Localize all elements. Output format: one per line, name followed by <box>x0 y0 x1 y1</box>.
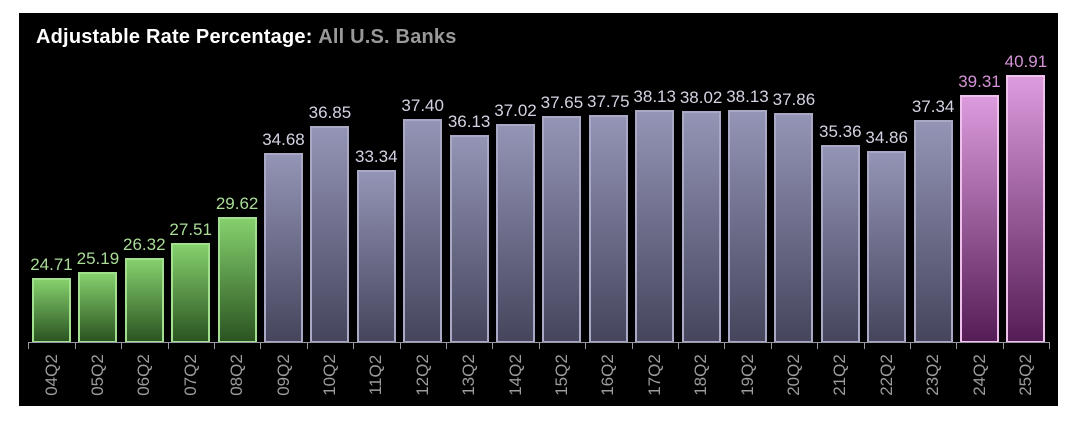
x-axis-label: 15Q2 <box>551 354 571 396</box>
x-axis-label: 25Q2 <box>1015 354 1035 396</box>
bar-value-label: 38.02 <box>679 88 723 107</box>
bar-value-label: 37.75 <box>587 92 630 111</box>
bar-18Q2 <box>681 111 721 342</box>
bar-value-label: 36.85 <box>308 103 352 122</box>
bar-05Q2 <box>78 272 118 342</box>
x-axis-label: 10Q2 <box>319 354 339 396</box>
chart-title: Adjustable Rate Percentage: All U.S. Bank… <box>36 26 457 49</box>
x-axis-label: 19Q2 <box>737 354 757 396</box>
bar-07Q2 <box>171 243 211 342</box>
bar-11Q2 <box>356 170 396 342</box>
bar-value-label: 37.65 <box>540 93 584 112</box>
x-axis-tick <box>909 343 911 349</box>
x-axis-tick <box>353 343 355 349</box>
bar-value-label: 40.91 <box>1004 52 1048 71</box>
bar-value-label: 35.36 <box>819 122 862 141</box>
bar-value-label: 26.32 <box>123 235 166 254</box>
x-axis-tick <box>167 343 169 349</box>
x-axis-label: 12Q2 <box>412 354 432 396</box>
x-axis-label: 18Q2 <box>691 354 711 396</box>
bar-value-label: 36.13 <box>447 112 491 131</box>
x-axis-label: 23Q2 <box>923 354 943 396</box>
x-axis-tick <box>956 343 958 349</box>
x-axis-tick <box>1049 343 1051 349</box>
bar-value-label: 37.86 <box>772 90 816 109</box>
bar-25Q2 <box>1006 75 1046 342</box>
bar-value-label: 37.40 <box>401 96 444 115</box>
chart-title-main: Adjustable Rate Percentage: <box>36 26 313 48</box>
x-axis-label: 16Q2 <box>598 354 618 396</box>
x-axis-label: 08Q2 <box>227 354 247 396</box>
chart-panel: Adjustable Rate Percentage: All U.S. Bank… <box>19 13 1058 406</box>
bar-20Q2 <box>774 113 814 342</box>
x-axis-tick <box>260 343 262 349</box>
x-axis-label: 05Q2 <box>87 354 107 396</box>
x-axis-label: 22Q2 <box>876 354 896 396</box>
bar-16Q2 <box>588 115 628 342</box>
x-axis-tick <box>538 343 540 349</box>
x-axis-tick <box>121 343 123 349</box>
bar-value-label: 29.62 <box>215 194 259 213</box>
bar-15Q2 <box>542 116 582 342</box>
x-axis-tick <box>213 343 215 349</box>
chart-title-subtitle: All U.S. Banks <box>318 26 457 48</box>
bar-12Q2 <box>403 119 443 342</box>
x-axis-tick <box>306 343 308 349</box>
bar-value-label: 33.34 <box>355 147 398 166</box>
x-axis-tick <box>677 343 679 349</box>
bar-value-label: 34.68 <box>262 130 305 149</box>
bar-24Q2 <box>960 95 999 342</box>
bar-06Q2 <box>124 258 164 342</box>
x-axis-label: 07Q2 <box>180 354 200 396</box>
x-axis-label: 06Q2 <box>134 354 154 396</box>
bar-value-label: 37.34 <box>911 97 955 116</box>
bar-value-label: 38.13 <box>726 87 769 106</box>
bar-14Q2 <box>496 124 535 342</box>
bar-plot: 04Q2 05Q2 06Q2 07Q2 08Q2 09Q2 10Q2 11Q2 12Q2 13Q2… <box>19 13 1058 406</box>
x-axis-label: 24Q2 <box>969 354 989 396</box>
x-axis-tick <box>74 343 76 349</box>
x-axis-label: 04Q2 <box>41 354 61 396</box>
x-axis-tick <box>817 343 819 349</box>
x-axis-tick <box>399 343 401 349</box>
bar-17Q2 <box>635 110 675 342</box>
bar-value-label: 38.13 <box>633 87 676 106</box>
x-axis-label: 09Q2 <box>273 354 293 396</box>
x-axis-label: 14Q2 <box>505 354 525 396</box>
bar-value-label: 39.31 <box>958 72 1001 91</box>
x-axis-tick <box>631 343 633 349</box>
x-axis-tick <box>492 343 494 349</box>
bar-22Q2 <box>867 151 907 342</box>
bar-value-label: 27.51 <box>169 220 212 239</box>
x-axis-label: 17Q2 <box>644 354 664 396</box>
x-axis-label: 21Q2 <box>830 354 850 396</box>
bar-04Q2 <box>32 278 71 342</box>
x-axis-label: 11Q2 <box>366 354 386 396</box>
bar-value-label: 25.19 <box>76 249 120 268</box>
bar-value-label: 24.71 <box>30 255 73 274</box>
x-axis-tick <box>1002 343 1004 349</box>
bar-09Q2 <box>264 153 303 342</box>
x-axis-line <box>28 342 1050 343</box>
bar-19Q2 <box>728 110 767 342</box>
bar-23Q2 <box>913 120 953 342</box>
bar-value-label: 34.86 <box>865 128 908 147</box>
x-axis-tick <box>724 343 726 349</box>
x-axis-label: 20Q2 <box>783 354 803 396</box>
bar-08Q2 <box>217 217 257 342</box>
bar-10Q2 <box>310 126 350 342</box>
x-axis-tick <box>585 343 587 349</box>
bar-21Q2 <box>820 145 860 342</box>
x-axis-tick <box>28 343 30 349</box>
x-axis-tick <box>770 343 772 349</box>
x-axis-tick <box>445 343 447 349</box>
x-axis-label: 13Q2 <box>459 354 479 396</box>
bar-13Q2 <box>449 135 489 342</box>
bar-value-label: 37.02 <box>494 101 537 120</box>
x-axis-tick <box>863 343 865 349</box>
